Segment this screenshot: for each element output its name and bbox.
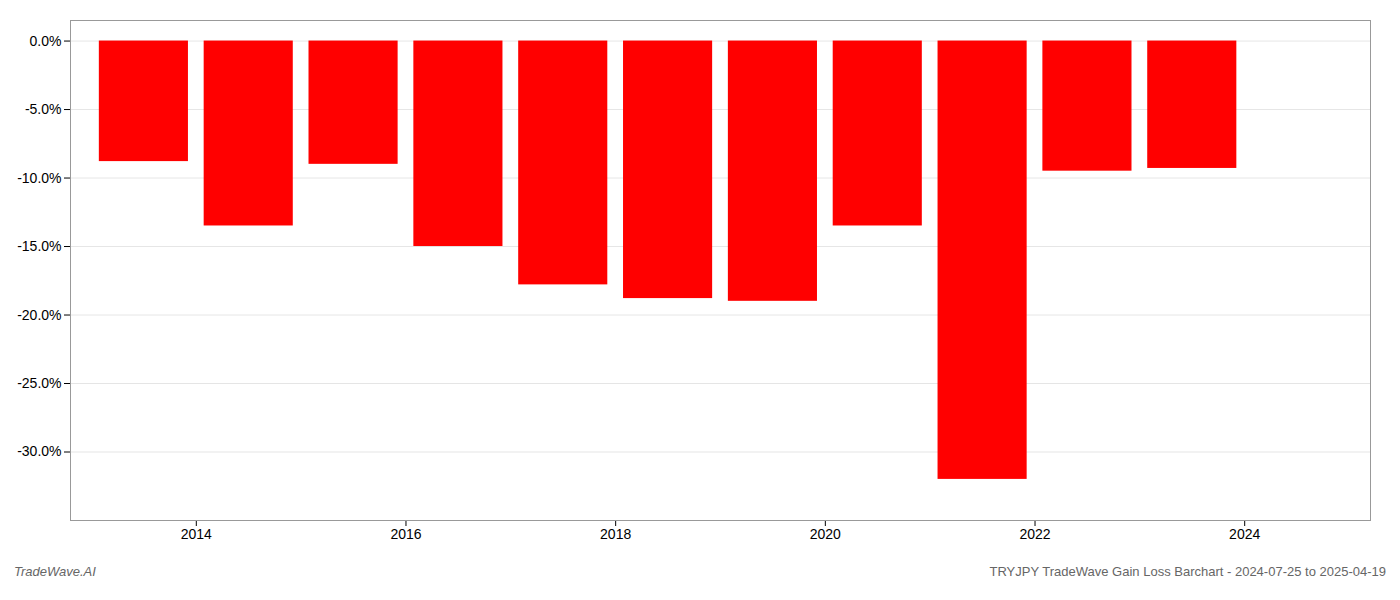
html-text:TradeWave.AI: TradeWave.AI [14,564,96,579]
svg-text:2022: 2022 [1019,526,1050,542]
svg-text:2020: 2020 [810,526,841,542]
svg-text:2024: 2024 [1229,526,1260,542]
svg-text:2016: 2016 [390,526,421,542]
svg-text:-10.0%: -10.0% [17,170,61,186]
svg-text:-30.0%: -30.0% [17,443,61,459]
svg-text:2014: 2014 [181,526,212,542]
svg-text:-20.0%: -20.0% [17,307,61,323]
svg-text:-25.0%: -25.0% [17,375,61,391]
html-text:TRYJPY TradeWave Gain Loss Bar: TRYJPY TradeWave Gain Loss Barchart - 20… [989,564,1386,579]
svg-text:-15.0%: -15.0% [17,238,61,254]
svg-text:-5.0%: -5.0% [25,101,62,117]
svg-text:2018: 2018 [600,526,631,542]
svg-text:0.0%: 0.0% [30,33,62,49]
